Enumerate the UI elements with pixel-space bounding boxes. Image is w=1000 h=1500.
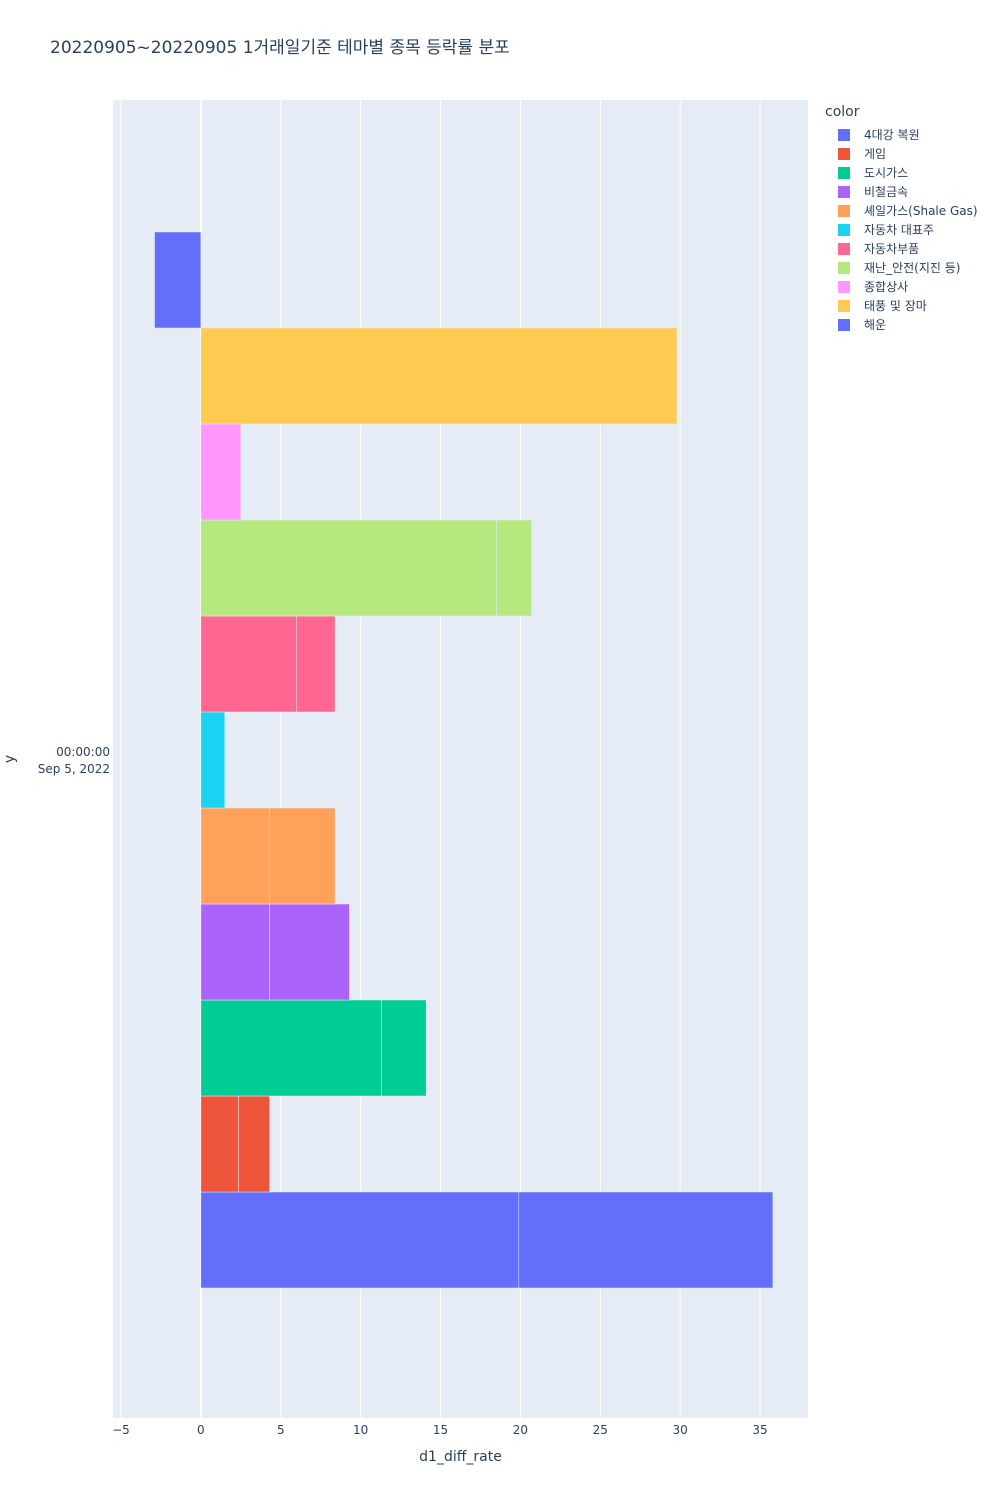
- bar-segment: [200, 615, 297, 713]
- legend-swatch: [838, 166, 850, 179]
- legend-item[interactable]: 자동차 대표주: [825, 220, 978, 239]
- legend-label: 해운: [864, 318, 887, 332]
- legend-label: 재난_안전(지진 등): [864, 261, 961, 275]
- legend-item[interactable]: 셰일가스(Shale Gas): [825, 201, 978, 220]
- bar-segment: [200, 519, 497, 617]
- legend-item[interactable]: 종합상사: [825, 277, 978, 296]
- legend-label: 셰일가스(Shale Gas): [864, 204, 978, 218]
- legend-swatch: [838, 261, 850, 274]
- bar-segment: [200, 711, 226, 809]
- legend-swatch: [838, 280, 850, 293]
- bar-segment: [200, 423, 242, 521]
- bar-segment: [200, 807, 270, 905]
- legend-swatch: [838, 185, 850, 198]
- x-tick-label: 15: [433, 1423, 448, 1437]
- legend-item[interactable]: 재난_안전(지진 등): [825, 258, 978, 277]
- legend-label: 자동차 대표주: [864, 223, 935, 237]
- bar-segment: [200, 903, 270, 1001]
- x-tick-label: 10: [353, 1423, 368, 1437]
- bar-segment: [381, 999, 427, 1097]
- legend-item[interactable]: 해운: [825, 315, 978, 334]
- legend-swatch: [838, 223, 850, 236]
- bar-segment: [496, 519, 532, 617]
- x-tick-label: 30: [673, 1423, 688, 1437]
- legend-swatch: [838, 242, 850, 255]
- bar-segment: [200, 327, 678, 425]
- legend-swatch: [838, 299, 850, 312]
- y-tick-label-time: 00:00:00: [56, 745, 110, 759]
- x-tick-label: 20: [513, 1423, 528, 1437]
- legend-item[interactable]: 비철금속: [825, 182, 978, 201]
- legend-item[interactable]: 자동차부품: [825, 239, 978, 258]
- y-tick-label-date: Sep 5, 2022: [38, 762, 110, 776]
- legend-swatch: [838, 147, 850, 160]
- legend-label: 비철금속: [864, 185, 909, 199]
- legend-item[interactable]: 게임: [825, 144, 978, 163]
- x-tick-label: 0: [197, 1423, 205, 1437]
- legend-swatch: [838, 128, 850, 141]
- x-axis-title: d1_diff_rate: [419, 1449, 502, 1465]
- bar-segment: [269, 807, 336, 905]
- bar-segment: [200, 1095, 239, 1193]
- legend-label: 태풍 및 장마: [864, 299, 927, 313]
- y-axis-title: y: [2, 755, 18, 763]
- legend-swatch: [838, 204, 850, 217]
- bar-segment: [296, 615, 336, 713]
- bar-segment: [238, 1095, 270, 1193]
- bar-segment: [518, 1191, 774, 1289]
- x-tick-label: 35: [752, 1423, 767, 1437]
- legend-label: 게임: [864, 147, 887, 161]
- legend-label: 도시가스: [864, 166, 909, 180]
- x-tick-label: 5: [277, 1423, 285, 1437]
- x-tick-label: −5: [112, 1423, 130, 1437]
- legend-swatch: [838, 318, 850, 331]
- legend-label: 4대강 복원: [864, 128, 920, 142]
- bar-segment: [269, 903, 350, 1001]
- bar-segment: [200, 1191, 520, 1289]
- bar-segment: [200, 999, 382, 1097]
- x-axis-ticks: −5 0 5 10 15 20 25 30 35: [112, 1423, 768, 1437]
- legend-label: 종합상사: [864, 280, 909, 294]
- bars: [154, 231, 774, 1289]
- legend-label: 자동차부품: [864, 242, 920, 256]
- legend-item[interactable]: 4대강 복원: [825, 125, 978, 144]
- x-tick-label: 25: [593, 1423, 608, 1437]
- legend-title: color: [825, 104, 860, 120]
- legend-item[interactable]: 태풍 및 장마: [825, 296, 978, 315]
- legend-item[interactable]: 도시가스: [825, 163, 978, 182]
- bar-segment: [154, 231, 202, 329]
- chart-title: 20220905~20220905 1거래일기준 테마별 종목 등락률 분포: [50, 38, 510, 58]
